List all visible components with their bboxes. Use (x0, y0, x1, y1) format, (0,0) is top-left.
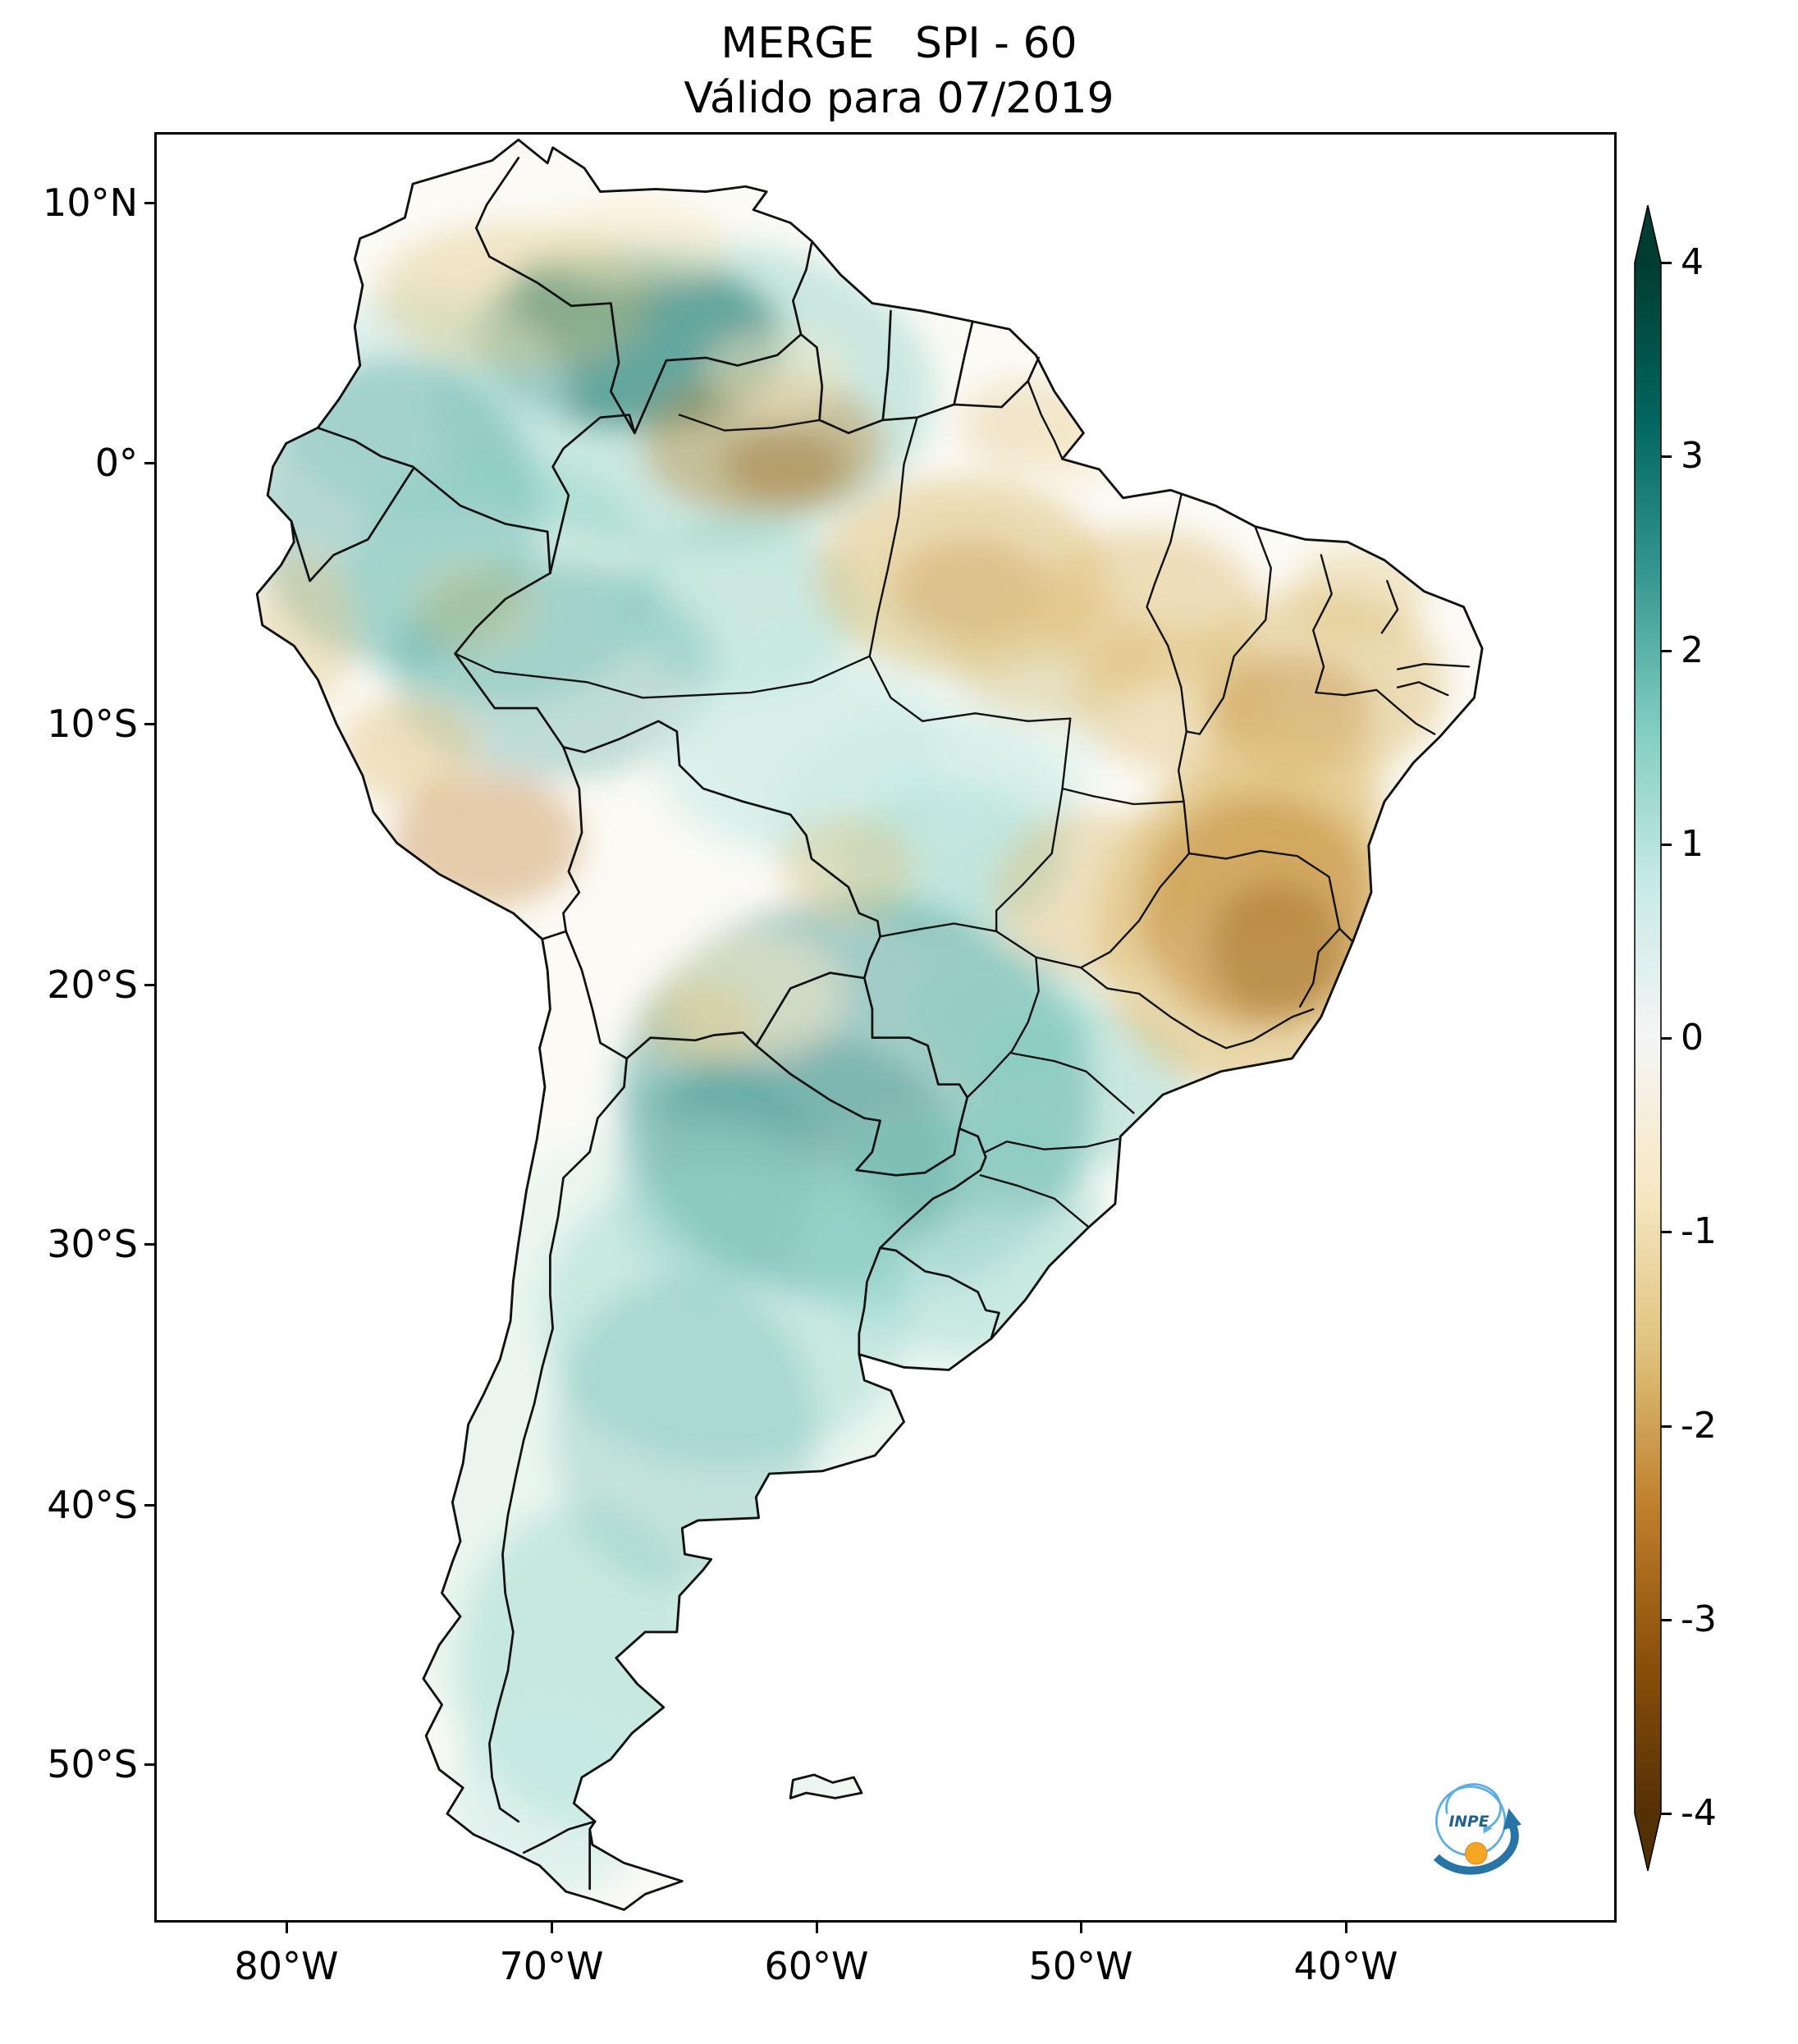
colorbar-tick-mark (1661, 1619, 1672, 1621)
lon-tick-label: 70°W (499, 1944, 604, 1988)
lat-tick-label: 30°S (47, 1222, 138, 1266)
lat-tick-mark (144, 202, 155, 204)
lat-tick-mark (144, 1243, 155, 1246)
colorbar-tick-mark (1661, 650, 1672, 652)
colorbar-tick-label: 0 (1681, 1017, 1704, 1059)
lon-tick-label: 50°W (1028, 1944, 1133, 1988)
colorbar-tick-mark (1661, 1037, 1672, 1040)
colorbar-tick-mark (1661, 1231, 1672, 1233)
lat-tick-mark (144, 462, 155, 464)
colorbar-tick-label: 2 (1681, 629, 1704, 671)
lat-tick-label: 50°S (47, 1742, 138, 1786)
colorbar-tick-label: -1 (1681, 1210, 1717, 1252)
lon-tick-label: 80°W (234, 1944, 339, 1988)
colorbar-tick-mark (1661, 1813, 1672, 1815)
colorbar (1634, 204, 1662, 1872)
spi-map-svg (255, 138, 1484, 1911)
logo-arrow (1433, 1822, 1519, 1875)
lon-tick-mark (1345, 1923, 1347, 1933)
lon-tick-label: 40°W (1293, 1944, 1398, 1988)
lon-tick-mark (1080, 1923, 1082, 1933)
map-plot-area: INPE (154, 132, 1617, 1923)
lon-tick-mark (286, 1923, 288, 1933)
lat-tick-label: 0° (94, 441, 138, 485)
inpe-logo: INPE (1433, 1783, 1521, 1875)
logo-swirl-arrowhead (1483, 1824, 1493, 1834)
lat-tick-mark (144, 1763, 155, 1766)
logo-text: INPE (1448, 1813, 1489, 1831)
state-borders (454, 380, 1471, 1228)
country-borders (290, 157, 1040, 1891)
lat-tick-label: 20°S (47, 963, 138, 1007)
lat-tick-mark (144, 1504, 155, 1507)
colorbar-tick-label: 3 (1681, 435, 1704, 477)
logo-orange-ball (1465, 1842, 1488, 1865)
lat-tick-mark (144, 723, 155, 725)
colorbar-tick-mark (1661, 455, 1672, 458)
logo-arrowhead (1503, 1808, 1521, 1831)
lon-tick-mark (551, 1923, 553, 1933)
figure-title-block: MERGE SPI - 60 Válido para 07/2019 (0, 16, 1798, 126)
colorbar-tick-label: 1 (1681, 823, 1704, 865)
colorbar-tick-label: -3 (1681, 1598, 1717, 1640)
lat-tick-label: 40°S (47, 1483, 138, 1527)
colorbar-tick-label: -4 (1681, 1792, 1717, 1834)
logo-swirl (1445, 1783, 1502, 1830)
colorbar-tick-mark (1661, 1425, 1672, 1428)
figure-subtitle: Válido para 07/2019 (684, 73, 1114, 123)
lon-tick-mark (816, 1923, 818, 1933)
colorbar-tick-label: 4 (1681, 241, 1704, 283)
figure-title: MERGE SPI - 60 (721, 19, 1077, 68)
colorbar-tick-mark (1661, 262, 1672, 264)
lon-tick-label: 60°W (764, 1944, 869, 1988)
lat-tick-label: 10°N (43, 181, 138, 225)
colorbar-tick-mark (1661, 844, 1672, 846)
colorbar-gradient-bar (1634, 204, 1662, 1872)
colorbar-tick-label: -2 (1681, 1405, 1717, 1447)
lat-tick-label: 10°S (47, 702, 138, 746)
coastline (255, 138, 1484, 1911)
lat-tick-mark (144, 984, 155, 986)
